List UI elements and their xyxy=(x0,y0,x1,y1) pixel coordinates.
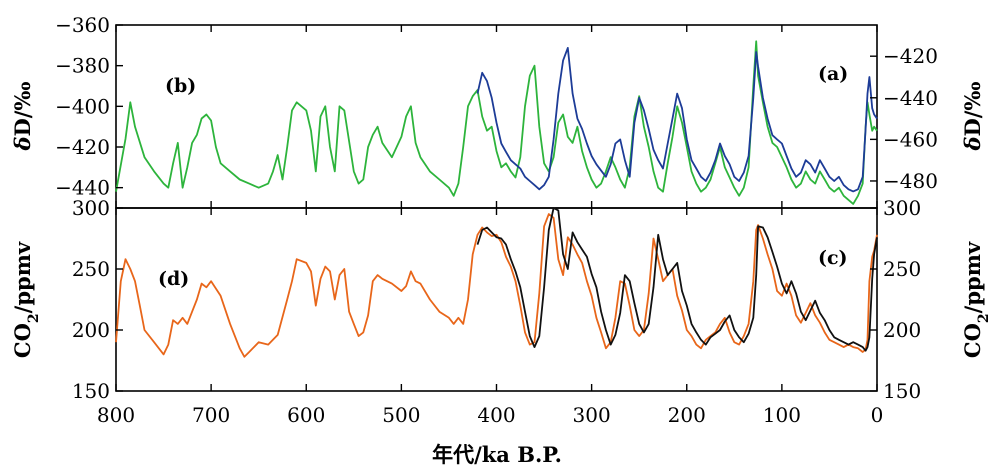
y-tick-label-right: −460 xyxy=(883,127,938,151)
x-tick-label: 800 xyxy=(97,403,135,427)
series-line-a xyxy=(476,47,878,193)
panel-label-d: (d) xyxy=(158,268,189,290)
x-tick-label: 500 xyxy=(382,403,420,427)
y-tick-label-right: 300 xyxy=(883,196,921,220)
x-tick-label: 300 xyxy=(573,403,611,427)
bottom-panel-series xyxy=(115,207,878,358)
series-line-b xyxy=(115,40,878,205)
y-tick-label-left: −400 xyxy=(55,94,110,118)
y-tick-label-left: 250 xyxy=(72,257,110,281)
y-tick-label-right: 150 xyxy=(883,379,921,403)
top-panel-series xyxy=(115,40,878,205)
y-tick-label-right: 250 xyxy=(883,257,921,281)
panel-label-a: (a) xyxy=(818,63,848,85)
y-tick-label-right: 200 xyxy=(883,318,921,342)
y-tick-label-right: −480 xyxy=(883,169,938,193)
top-panel-frame xyxy=(115,24,878,209)
panel-label-b: (b) xyxy=(165,75,196,97)
series-line-d xyxy=(115,213,878,358)
series-line-c xyxy=(476,207,878,352)
panel-label-c: (c) xyxy=(818,247,848,269)
top-right-y-axis-title: δD/‰ xyxy=(960,82,985,152)
y-tick-label-left: 200 xyxy=(72,318,110,342)
axis-tick-labels: −360 −380 −400 −420 −440 −420 −440 −460 −480 300 2… xyxy=(55,13,938,427)
x-axis-title: 年代/ka B.P. xyxy=(432,442,562,467)
y-tick-label-right: −440 xyxy=(883,86,938,110)
y-tick-label-left: 150 xyxy=(72,379,110,403)
x-tick-label: 400 xyxy=(477,403,515,427)
y-tick-label-left: 300 xyxy=(72,196,110,220)
y-tick-label-left: −420 xyxy=(55,135,110,159)
x-tick-label: 100 xyxy=(763,403,801,427)
y-tick-label-left: −360 xyxy=(55,13,110,37)
y-tick-label-left: −380 xyxy=(55,54,110,78)
x-tick-label: 700 xyxy=(192,403,230,427)
bottom-left-y-axis-title: CO2/ppmv xyxy=(10,241,42,358)
top-left-y-axis-title: δD/‰ xyxy=(10,82,35,152)
y-tick-label-left: −440 xyxy=(55,176,110,200)
x-tick-label: 600 xyxy=(287,403,325,427)
axis-ticks xyxy=(115,24,878,392)
y-tick-label-right: −420 xyxy=(883,44,938,68)
x-tick-label: 0 xyxy=(871,403,884,427)
x-tick-label: 200 xyxy=(668,403,706,427)
bottom-right-y-axis-title: CO2/ppmv xyxy=(960,241,992,358)
